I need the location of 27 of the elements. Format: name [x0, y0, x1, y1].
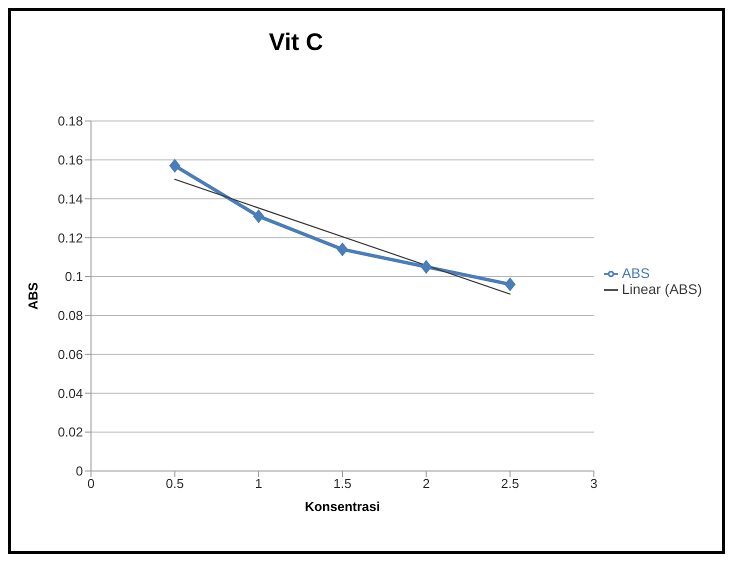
- legend-label: ABS: [622, 264, 650, 281]
- y-tick-label: 0.18: [58, 114, 83, 129]
- y-tick-label: 0.06: [58, 346, 83, 362]
- y-tick-label: 0.02: [58, 424, 83, 440]
- y-tick-label: 0.12: [58, 230, 83, 246]
- point: [253, 209, 264, 224]
- x-tick-label: 2: [422, 476, 430, 492]
- y-tick-label: 0.14: [58, 191, 83, 206]
- chart-title: Vit C: [268, 29, 324, 57]
- y-tick-label: 0.16: [58, 152, 83, 168]
- x-tick-label: 2.5: [500, 476, 520, 492]
- legend-label: Linear (ABS): [622, 281, 702, 297]
- point: [420, 260, 432, 274]
- y-tick-label: 0.08: [58, 308, 83, 324]
- y-axis-title: ABS: [26, 282, 41, 310]
- x-tick-label: 1.5: [333, 476, 352, 492]
- point: [504, 277, 516, 292]
- x-tick-label: 1: [254, 476, 262, 492]
- point: [169, 158, 180, 173]
- x-axis-title: Konsentrasi: [304, 499, 380, 514]
- y-tick-label: 0.1: [64, 269, 83, 284]
- y-tick-label: 0: [76, 464, 83, 479]
- x-tick-label: 3: [590, 476, 598, 492]
- point: [336, 242, 348, 256]
- x-tick-label: 0: [87, 476, 95, 492]
- y-tick-label: 0.04: [58, 386, 83, 401]
- x-tick-label: 0.5: [166, 476, 184, 492]
